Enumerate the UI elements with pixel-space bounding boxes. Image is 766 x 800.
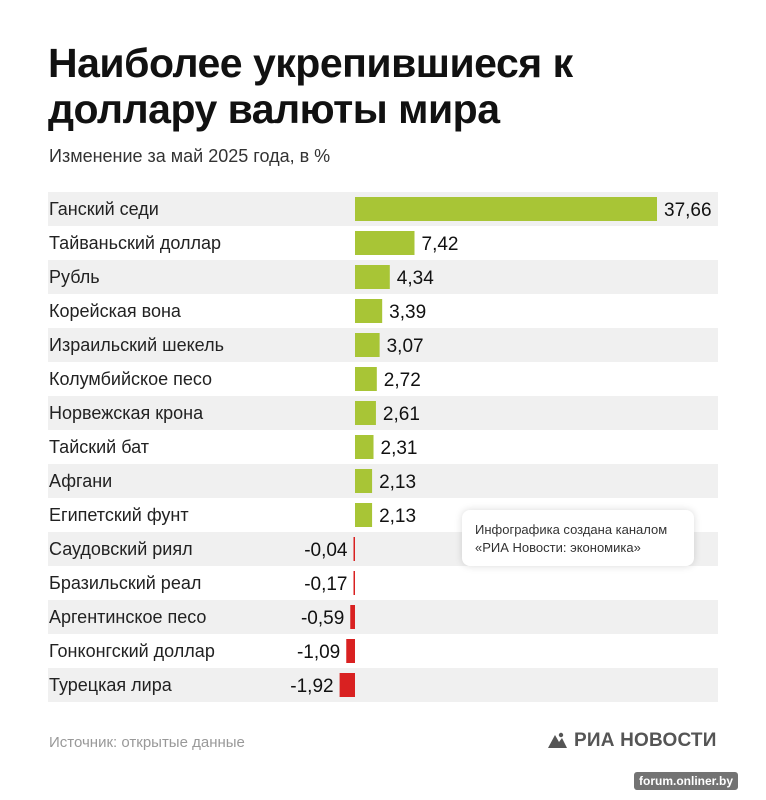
bar <box>355 401 376 425</box>
bar <box>355 333 380 357</box>
ria-logo-icon <box>548 732 567 748</box>
bar <box>355 435 374 459</box>
category-label: Ганский седи <box>49 199 159 219</box>
value-label: 4,34 <box>397 268 434 289</box>
bar <box>350 605 355 629</box>
bar <box>355 469 373 493</box>
bar <box>346 639 355 663</box>
bar <box>355 231 415 255</box>
category-label: Саудовский риял <box>49 539 193 559</box>
bar <box>355 299 383 323</box>
value-label: 3,07 <box>387 336 424 357</box>
infographic-note: Инфографика создана каналом «РИА Новости… <box>462 510 694 566</box>
value-label: 2,13 <box>379 506 416 527</box>
category-label: Тайваньский доллар <box>49 233 221 253</box>
category-label: Норвежская крона <box>49 403 204 423</box>
value-label: 7,42 <box>422 234 459 255</box>
ria-brand: РИА НОВОСТИ <box>546 730 717 752</box>
bar <box>339 673 355 697</box>
bar <box>355 265 390 289</box>
value-label: 2,13 <box>379 472 416 493</box>
row-stripe <box>48 396 718 430</box>
value-label: -1,92 <box>290 676 333 697</box>
bar <box>355 197 657 221</box>
value-label: -0,04 <box>304 540 348 561</box>
category-label: Рубль <box>49 267 100 287</box>
row-stripe <box>48 464 718 498</box>
category-label: Аргентинское песо <box>49 607 206 627</box>
row-stripe <box>48 600 718 634</box>
value-label: -1,09 <box>297 642 340 663</box>
bar <box>353 571 355 595</box>
chart-subtitle: Изменение за май 2025 года, в % <box>49 146 331 166</box>
category-label: Тайский бат <box>49 437 149 457</box>
category-label: Израильский шекель <box>49 335 224 355</box>
value-label: 3,39 <box>389 302 426 323</box>
source-note: Источник: открытые данные <box>49 734 245 751</box>
bar <box>353 537 355 561</box>
chart-title: Наиболее укрепившиеся к доллару валюты м… <box>48 40 573 132</box>
bar-chart: Ганский седи 37,66 Тайваньский доллар 7,42 Р… <box>48 192 718 702</box>
category-label: Колумбийское песо <box>49 369 212 389</box>
brand-name: РИА НОВОСТИ <box>574 730 717 751</box>
bar <box>355 367 377 391</box>
value-label: -0,59 <box>301 608 344 629</box>
value-label: 2,31 <box>381 438 418 459</box>
category-label: Гонконгский доллар <box>49 641 215 661</box>
forum-watermark: forum.onliner.by <box>634 772 739 790</box>
category-label: Египетский фунт <box>49 505 189 525</box>
row-stripe <box>48 328 718 362</box>
value-label: 37,66 <box>664 200 712 221</box>
category-label: Афгани <box>49 471 112 491</box>
value-label: 2,72 <box>384 370 421 391</box>
bar <box>355 503 373 527</box>
category-label: Бразильский реал <box>49 573 201 593</box>
value-label: -0,17 <box>304 574 347 595</box>
category-label: Корейская вона <box>49 301 182 321</box>
value-label: 2,61 <box>383 404 420 425</box>
row-stripe <box>48 668 718 702</box>
category-label: Турецкая лира <box>49 675 173 695</box>
